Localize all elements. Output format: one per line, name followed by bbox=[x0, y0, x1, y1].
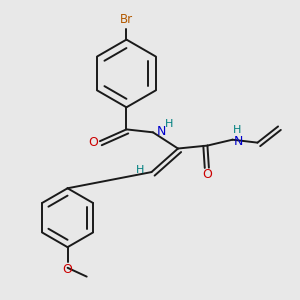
Text: H: H bbox=[233, 125, 242, 135]
Text: O: O bbox=[202, 168, 212, 181]
Text: N: N bbox=[234, 135, 243, 148]
Text: O: O bbox=[88, 136, 98, 149]
Text: N: N bbox=[157, 125, 166, 138]
Text: H: H bbox=[165, 119, 174, 129]
Text: O: O bbox=[63, 263, 73, 276]
Text: H: H bbox=[136, 165, 144, 175]
Text: Br: Br bbox=[120, 13, 133, 26]
